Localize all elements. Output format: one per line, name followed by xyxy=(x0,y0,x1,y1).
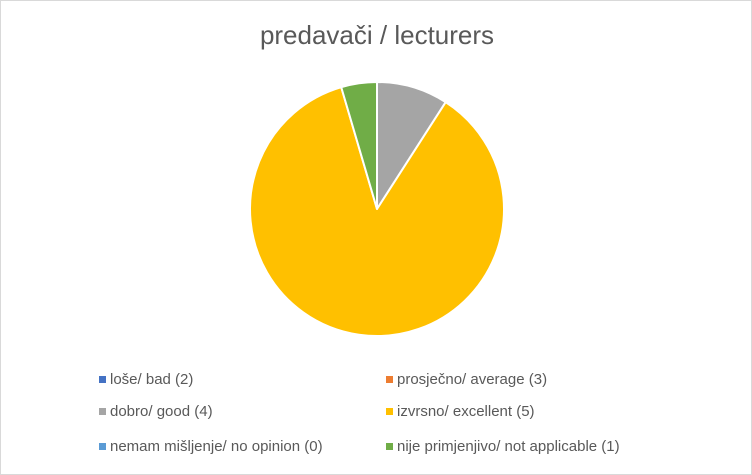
legend-swatch-no-opinion xyxy=(99,442,106,450)
legend-label-excellent: izvrsno/ excellent (5) xyxy=(397,402,535,420)
legend-item-no-opinion: nemam mišljenje/ no opinion (0) xyxy=(99,436,323,456)
legend-swatch-not-applicable xyxy=(386,442,393,450)
legend-item-bad: loše/ bad (2) xyxy=(99,369,193,389)
legend-item-good: dobro/ good (4) xyxy=(99,401,213,421)
legend-item-average: prosječno/ average (3) xyxy=(386,369,547,389)
legend-swatch-bad xyxy=(99,375,106,383)
legend-label-not-applicable: nije primjenjivo/ not applicable (1) xyxy=(397,437,620,455)
chart-title: predavači / lecturers xyxy=(259,20,495,50)
legend-label-no-opinion: nemam mišljenje/ no opinion (0) xyxy=(110,437,323,455)
legend-item-not-applicable: nije primjenjivo/ not applicable (1) xyxy=(386,436,620,456)
pie-slice-excellent xyxy=(249,86,505,337)
legend-swatch-average xyxy=(386,375,393,383)
legend-swatch-excellent xyxy=(386,407,393,415)
pie-slice-not-applicable xyxy=(340,81,378,210)
legend-label-average: prosječno/ average (3) xyxy=(397,370,548,388)
pie-chart xyxy=(249,81,505,337)
legend-item-excellent: izvrsno/ excellent (5) xyxy=(386,401,535,421)
legend-swatch-good xyxy=(99,407,106,415)
legend-label-good: dobro/ good (4) xyxy=(110,402,213,420)
legend-label-bad: loše/ bad (2) xyxy=(110,370,194,388)
